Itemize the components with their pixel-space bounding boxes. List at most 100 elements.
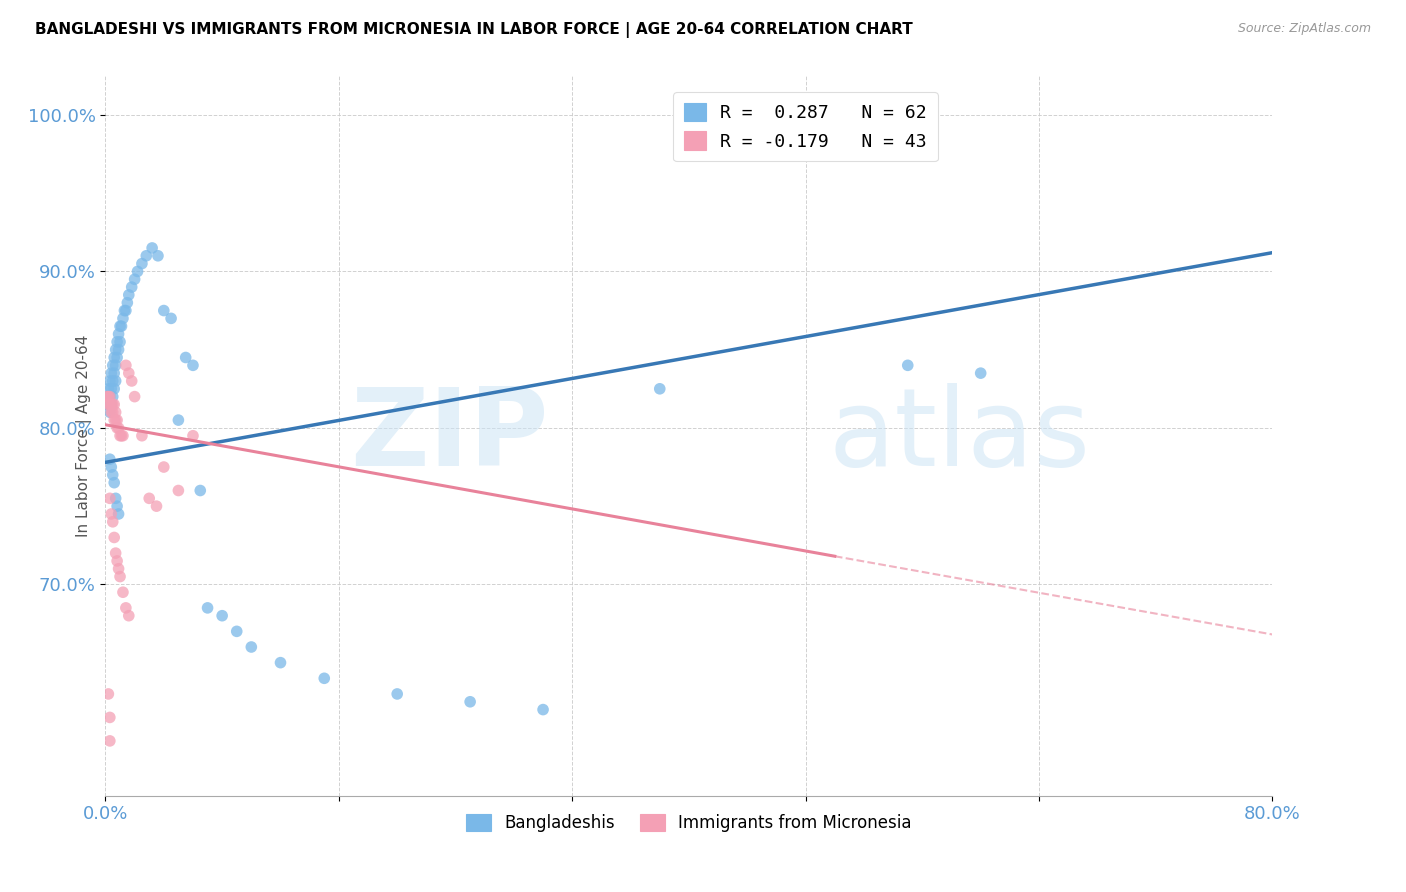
Point xyxy=(112,303,135,318)
Point xyxy=(101,397,124,411)
Point xyxy=(174,351,197,365)
Point xyxy=(105,554,128,568)
Point xyxy=(104,546,127,560)
Point xyxy=(100,382,122,396)
Text: atlas: atlas xyxy=(830,383,1091,489)
Point xyxy=(970,366,993,380)
Point xyxy=(458,695,481,709)
Point xyxy=(104,343,127,357)
Point xyxy=(108,569,131,583)
Point xyxy=(181,359,204,373)
Point xyxy=(100,397,122,411)
Point xyxy=(98,405,121,419)
Point xyxy=(118,288,141,302)
Point xyxy=(141,241,163,255)
Point xyxy=(104,374,127,388)
Point xyxy=(97,397,120,411)
Point xyxy=(117,295,139,310)
Point xyxy=(115,600,138,615)
Point xyxy=(107,326,129,341)
Point xyxy=(107,562,129,576)
Point xyxy=(105,413,128,427)
Point xyxy=(105,499,128,513)
Point xyxy=(181,428,204,442)
Point xyxy=(138,491,160,506)
Point xyxy=(103,397,125,411)
Point xyxy=(240,640,263,654)
Point xyxy=(101,405,124,419)
Point xyxy=(167,483,190,498)
Point xyxy=(124,272,146,286)
Point xyxy=(104,405,127,419)
Point xyxy=(145,499,167,513)
Point xyxy=(107,421,129,435)
Point xyxy=(101,374,124,388)
Point xyxy=(385,687,409,701)
Point xyxy=(101,467,124,482)
Point xyxy=(97,397,120,411)
Point xyxy=(96,390,118,404)
Point xyxy=(100,405,122,419)
Point xyxy=(105,334,128,349)
Point xyxy=(131,428,153,442)
Point xyxy=(101,515,124,529)
Point xyxy=(121,374,143,388)
Point xyxy=(101,359,124,373)
Point xyxy=(103,413,125,427)
Point xyxy=(103,382,125,396)
Point xyxy=(115,303,138,318)
Point xyxy=(101,390,124,404)
Point xyxy=(100,366,122,380)
Point xyxy=(153,460,174,475)
Point xyxy=(167,413,190,427)
Point xyxy=(225,624,247,639)
Point xyxy=(118,366,141,380)
Text: BANGLADESHI VS IMMIGRANTS FROM MICRONESIA IN LABOR FORCE | AGE 20-64 CORRELATION: BANGLADESHI VS IMMIGRANTS FROM MICRONESI… xyxy=(35,22,912,38)
Point xyxy=(211,608,233,623)
Y-axis label: In Labor Force | Age 20-64: In Labor Force | Age 20-64 xyxy=(76,334,91,537)
Point xyxy=(103,351,125,365)
Point xyxy=(98,710,121,724)
Point xyxy=(107,507,129,521)
Point xyxy=(96,390,118,404)
Point xyxy=(127,264,149,278)
Point xyxy=(97,687,120,701)
Point xyxy=(160,311,183,326)
Point xyxy=(110,428,132,442)
Point xyxy=(98,374,121,388)
Point xyxy=(146,249,169,263)
Point xyxy=(97,390,120,404)
Point xyxy=(98,390,121,404)
Point xyxy=(105,351,128,365)
Legend: Bangladeshis, Immigrants from Micronesia: Bangladeshis, Immigrants from Micronesia xyxy=(460,807,918,839)
Point xyxy=(100,460,122,475)
Point xyxy=(103,531,125,545)
Point xyxy=(107,343,129,357)
Point xyxy=(135,249,157,263)
Point xyxy=(648,382,671,396)
Point xyxy=(115,359,138,373)
Point xyxy=(110,319,132,334)
Point xyxy=(124,390,146,404)
Point xyxy=(131,257,153,271)
Point xyxy=(269,656,292,670)
Point xyxy=(100,507,122,521)
Point xyxy=(98,734,121,748)
Point xyxy=(98,390,121,404)
Point xyxy=(100,397,122,411)
Text: ZIP: ZIP xyxy=(350,383,548,489)
Point xyxy=(103,475,125,490)
Point xyxy=(98,491,121,506)
Point xyxy=(111,311,134,326)
Point xyxy=(197,600,219,615)
Point xyxy=(104,491,127,506)
Point xyxy=(98,452,121,467)
Point xyxy=(108,319,131,334)
Point xyxy=(531,703,554,717)
Point xyxy=(108,334,131,349)
Point xyxy=(97,382,120,396)
Point xyxy=(111,428,134,442)
Point xyxy=(98,397,121,411)
Point xyxy=(104,359,127,373)
Point xyxy=(111,585,134,599)
